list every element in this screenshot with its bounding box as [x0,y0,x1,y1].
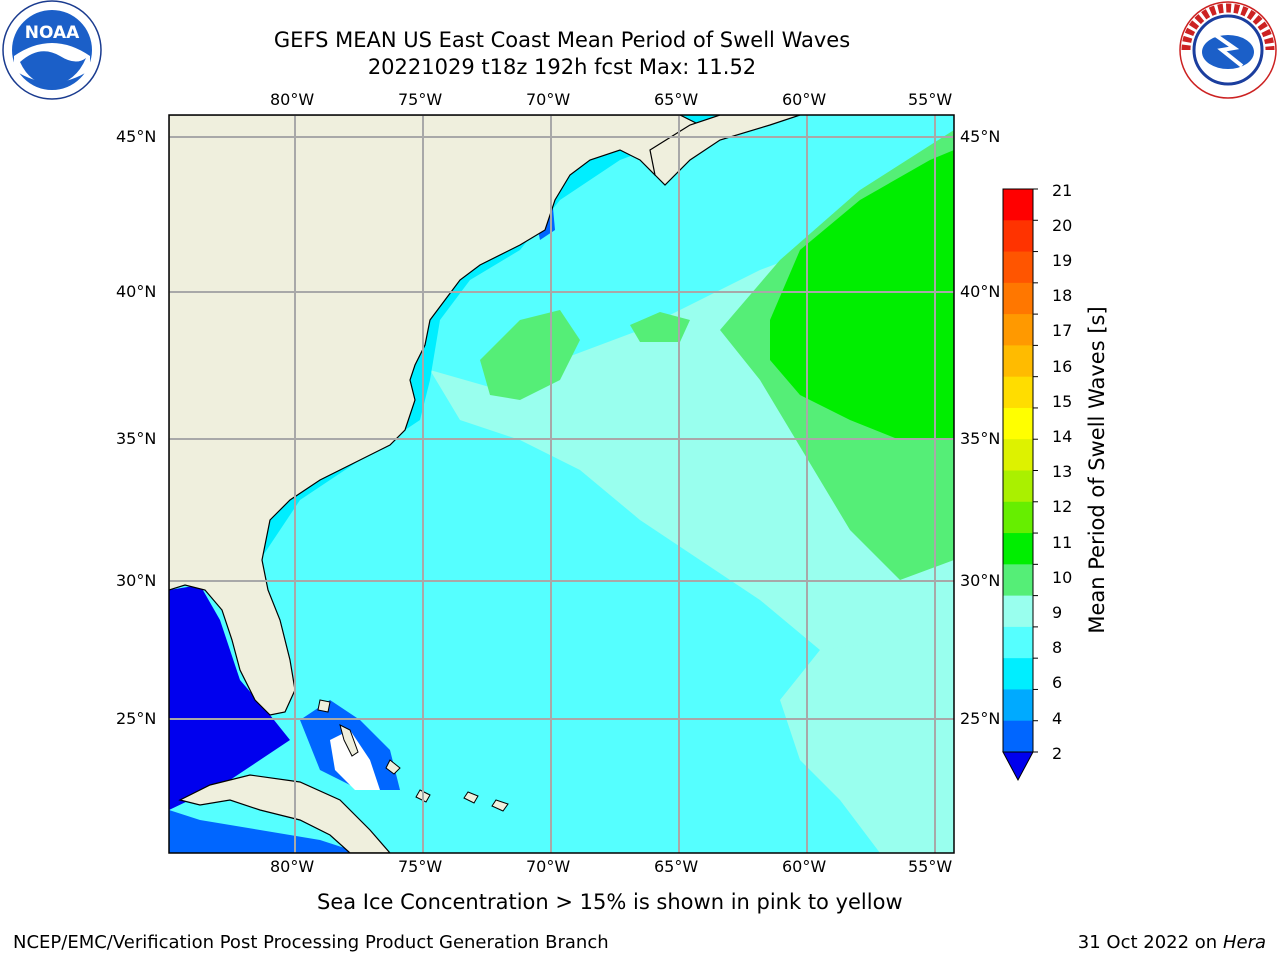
contour-9-10-c [630,312,690,342]
colorbar-segment [1003,376,1033,409]
colorbar-label: 14 [1052,427,1073,446]
lat-tick-right-3: 30°N [960,571,1001,590]
colorbar-segment [1003,595,1033,628]
lat-tick-left-0: 45°N [116,127,157,146]
lat-tick-left-1: 40°N [116,282,157,301]
land-cuba [178,774,391,853]
chart-title: GEFS MEAN US East Coast Mean Period of S… [273,28,851,52]
contour-2-4-gulf [169,585,290,810]
colorbar-segment [1003,439,1033,471]
footer-date-text: 31 Oct 2022 on [1077,932,1223,953]
lon-tick-bottom-3: 65°W [654,857,699,876]
colorbar-label: 2 [1052,744,1063,763]
lat-tick-right-2: 35°N [960,429,1001,448]
graticule [169,115,954,853]
noaa-logo: NOAA [2,0,102,100]
colorbar-label: 13 [1052,462,1073,481]
lon-tick-top-3: 65°W [654,90,699,109]
lat-tick-right-4: 25°N [960,709,1001,728]
colorbar-label: 16 [1052,357,1073,376]
colorbar-label: 10 [1052,568,1073,587]
lat-tick-right-0: 45°N [960,127,1001,146]
lat-tick-left-3: 30°N [116,571,157,590]
colorbar-title: Mean Period of Swell Waves [s] [1085,306,1109,634]
colorbar-segment [1003,533,1033,565]
lat-tick-left-2: 35°N [116,429,157,448]
colorbar-label: 17 [1052,321,1073,340]
colorbar-segment [1003,251,1033,284]
contour-2-4-carib [169,810,360,853]
lon-tick-bottom-0: 80°W [270,857,315,876]
land-bahamas [317,699,509,812]
sea-ice-note: Sea Ice Concentration > 15% is shown in … [317,890,903,914]
colorbar-label: 9 [1052,603,1063,622]
colorbar-segment [1003,720,1033,753]
footer-credit: NCEP/EMC/Verification Post Processing Pr… [13,932,609,953]
lon-tick-bottom-2: 70°W [526,857,571,876]
colorbar-segment [1003,501,1033,534]
colorbar-segment [1003,407,1033,440]
land-nova-scotia [649,115,801,186]
colorbar [1002,188,1038,782]
footer-date: 31 Oct 2022 on Hera [1078,932,1266,953]
colorbar-segment [1003,282,1033,315]
colorbar-segment [1003,626,1033,659]
white-gap-bahamas [330,730,380,790]
lon-tick-top-2: 70°W [526,90,571,109]
lon-tick-top-1: 75°W [398,90,443,109]
lon-tick-bottom-5: 55°W [908,857,953,876]
colorbar-segment [1003,189,1033,221]
contour-8-9-b [780,600,954,853]
lat-tick-left-4: 25°N [116,709,157,728]
contour-10-11 [770,150,954,440]
colorbar-label: 4 [1052,709,1063,728]
colorbar-label: 19 [1052,251,1073,270]
colorbar-label: 6 [1052,673,1063,692]
lon-tick-top-4: 60°W [782,90,827,109]
colorbar-segment [1003,564,1033,597]
chart-subtitle: 20221029 t18z 192h fcst Max: 11.52 [367,55,757,79]
land-north-america [169,115,702,716]
lon-tick-top-5: 55°W [908,90,953,109]
colorbar-segment [1003,689,1033,722]
colorbar-label: 11 [1052,533,1073,552]
lon-tick-top-0: 80°W [270,90,315,109]
colorbar-label: 15 [1052,392,1073,411]
colorbar-segment [1003,345,1033,378]
footer-host: Hera [1222,932,1266,953]
lon-tick-bottom-4: 60°W [782,857,827,876]
colorbar-segment [1003,314,1033,346]
colorbar-segment [1003,658,1033,690]
colorbar-label: 18 [1052,286,1073,305]
nws-logo [1179,1,1277,99]
lat-tick-right-1: 40°N [960,282,1001,301]
map-frame [168,114,955,854]
colorbar-label: 21 [1052,181,1073,200]
colorbar-segment [1003,220,1033,253]
lon-tick-bottom-1: 75°W [398,857,443,876]
colorbar-extend-arrow [1002,751,1034,782]
colorbar-label: 8 [1052,638,1063,657]
colorbar-label: 12 [1052,497,1073,516]
colorbar-label: 20 [1052,216,1073,235]
colorbar-segment [1003,470,1033,503]
svg-text:NOAA: NOAA [25,23,80,43]
contour-9-10-b [480,310,580,400]
